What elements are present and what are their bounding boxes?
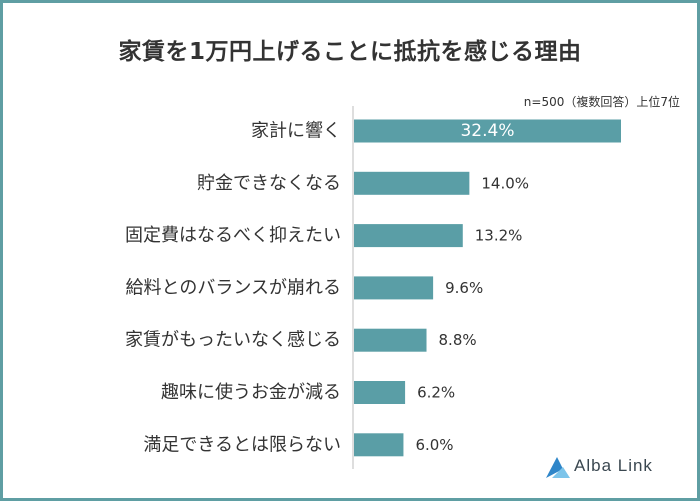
category-label: 家計に響く [251,121,341,142]
value-label: 8.8% [439,331,477,349]
value-label: 9.6% [445,279,483,297]
bar [354,224,463,248]
category-label: 満足できるとは限らない [143,434,341,455]
value-label: 32.4% [460,121,514,141]
value-label: 14.0% [481,174,529,192]
value-label: 13.2% [475,227,523,245]
bar [354,381,406,404]
alba-link-logo-icon [546,457,570,478]
category-label: 給料とのバランスが崩れる [126,277,341,298]
value-label: 6.2% [417,384,455,402]
bar [354,119,621,143]
category-label: 固定費はなるべく抑えたい [125,225,341,246]
chart-title: 家賃を1万円上げることに抵抗を感じる理由 [118,39,582,65]
bar [354,171,470,195]
category-label: 趣味に使うお金が減る [161,382,341,403]
bar [354,276,434,300]
brand-name: Alba Link [574,456,653,475]
category-label: 貯金できなくなる [197,173,341,194]
bar [354,433,404,457]
category-label: 家賃がもったいなく感じる [125,330,341,351]
bar [354,328,427,352]
value-label: 6.0% [415,436,453,454]
sample-note: n=500（複数回答）上位7位 [523,95,680,109]
alba-link-logo: Alba Link [543,452,683,482]
